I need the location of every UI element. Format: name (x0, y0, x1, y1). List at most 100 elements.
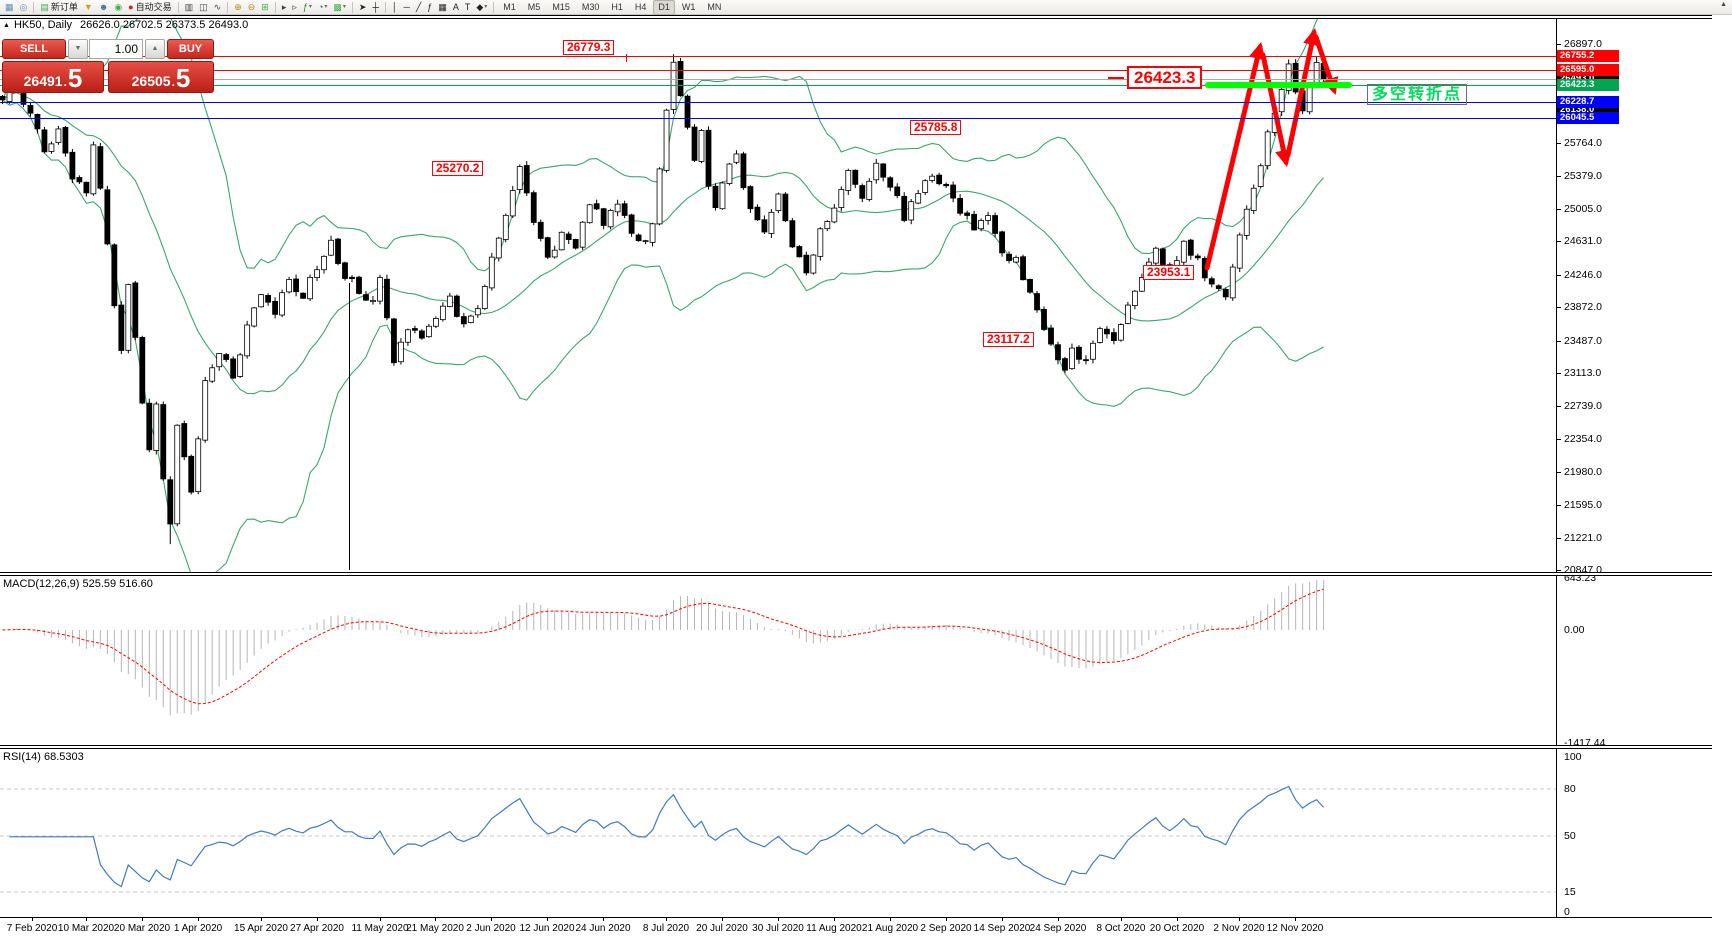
price-annotation-23953.1[interactable]: 23953.1 (1143, 265, 1195, 280)
text-tool-button[interactable]: A (450, 1, 462, 14)
date-tick[interactable] (32, 917, 33, 921)
macd-axis-label[interactable]: 643.23 (1564, 572, 1597, 584)
level-line-26228.7[interactable] (0, 102, 1556, 103)
macd-axis-label[interactable]: -1417.44 (1564, 737, 1606, 749)
buy-price-display[interactable]: 26505. 5 (108, 61, 214, 93)
price-annotation-26423.3[interactable]: 26423.3 (1127, 66, 1203, 89)
annotation-level-dash[interactable] (1108, 77, 1124, 79)
price-marker-26045.5[interactable]: 26045.5 (1557, 112, 1619, 124)
price-tick-label[interactable]: 20847.0 (1564, 564, 1602, 576)
date-tick[interactable] (86, 917, 87, 921)
date-label[interactable]: 12 Nov 2020 (1266, 923, 1324, 934)
timeframe-h1-button[interactable]: H1 (611, 1, 623, 12)
rsi-axis-label[interactable]: 50 (1564, 830, 1576, 842)
timeframe-h4-button[interactable]: H4 (634, 1, 647, 12)
price-tick-label[interactable]: 25764.0 (1564, 137, 1602, 149)
date-tick[interactable] (1121, 917, 1122, 921)
date-label[interactable]: 24 Sep 2020 (1029, 923, 1087, 934)
indicators-button[interactable]: ƒ ▾ (300, 1, 315, 14)
sell-button[interactable]: SELL (2, 39, 66, 59)
crosshair-button[interactable]: ┼ (369, 1, 381, 14)
price-tick-label[interactable]: 23487.0 (1564, 335, 1602, 347)
timeframe-mn-button[interactable]: MN (707, 1, 722, 12)
price-tick[interactable] (1556, 275, 1561, 276)
trend-arrow[interactable] (1260, 52, 1292, 167)
level-line-26423.3[interactable] (0, 85, 1556, 86)
horizontal-line-button[interactable]: ─ (400, 1, 412, 14)
date-tick[interactable] (142, 917, 143, 921)
rsi-axis-label[interactable]: 15 (1564, 886, 1576, 898)
price-marker-26595.0[interactable]: 26595.0 (1557, 64, 1619, 76)
macd-axis-label[interactable]: 0.00 (1564, 624, 1585, 636)
timeframe-m5-button[interactable]: M5 (527, 1, 541, 12)
date-label[interactable]: 11 May 2020 (351, 923, 409, 934)
date-tick[interactable] (778, 917, 779, 921)
autotrade-button[interactable]: ● 自动交易 (125, 1, 174, 14)
price-tick[interactable] (1556, 439, 1561, 440)
candlestick-chart[interactable] (0, 15, 1556, 572)
price-marker-26423.3[interactable]: 26423.3 (1557, 79, 1619, 91)
signal-button[interactable]: ◉ (111, 1, 125, 14)
macd-panel-chart[interactable] (0, 576, 1556, 745)
arrows-tool-button[interactable]: ◆ ▾ (473, 1, 490, 14)
template-button[interactable]: ▩ ▾ (330, 1, 349, 14)
price-tick[interactable] (1556, 44, 1561, 45)
buy-button[interactable]: BUY (167, 39, 214, 59)
preview-button[interactable]: ◎ (17, 1, 31, 14)
date-label[interactable]: 12 Jun 2020 (519, 923, 575, 934)
price-tick[interactable] (1556, 143, 1561, 144)
price-tick-label[interactable]: 23872.0 (1564, 301, 1602, 313)
price-tick-label[interactable]: 21980.0 (1564, 466, 1602, 478)
zoom-in-button[interactable]: ⊕ (231, 1, 245, 14)
price-tick-label[interactable]: 21595.0 (1564, 499, 1602, 511)
date-tick[interactable] (1058, 917, 1059, 921)
date-tick[interactable] (380, 917, 381, 921)
date-label[interactable]: 10 Mar 2020 (57, 923, 115, 934)
price-tick-label[interactable]: 24631.0 (1564, 235, 1602, 247)
new-order-button[interactable]: ▤ 新订单 (37, 1, 81, 14)
lot-size-input[interactable] (89, 39, 143, 59)
rsi-axis-label[interactable]: 80 (1564, 783, 1576, 795)
price-annotation-23117.2[interactable]: 23117.2 (983, 332, 1034, 347)
price-tick-label[interactable]: 25005.0 (1564, 203, 1602, 215)
chart-vertical-line-object[interactable] (349, 283, 350, 570)
price-tick[interactable] (1556, 241, 1561, 242)
price-tick-label[interactable]: 26897.0 (1564, 38, 1602, 50)
level-highlight-bar[interactable] (1205, 82, 1352, 88)
tile-windows-button[interactable]: ⊞ (258, 1, 272, 14)
trendline-button[interactable]: ╱ (413, 1, 424, 14)
grid-tool-button[interactable]: ▦ (435, 1, 450, 14)
timeframe-m15-button[interactable]: M15 (552, 1, 570, 12)
timeframe-d1-button[interactable]: D1 (653, 0, 675, 15)
date-tick[interactable] (435, 917, 436, 921)
date-tick[interactable] (1177, 917, 1178, 921)
price-tick[interactable] (1556, 538, 1561, 539)
date-tick[interactable] (1002, 917, 1003, 921)
date-label[interactable]: 8 Oct 2020 (1096, 923, 1146, 934)
timeframe-w1-button[interactable]: W1 (681, 1, 696, 12)
date-label[interactable]: 20 Oct 2020 (1149, 923, 1205, 934)
candle-chart-button[interactable]: ◫ (196, 1, 211, 14)
price-tick[interactable] (1556, 176, 1561, 177)
date-label[interactable]: 21 May 2020 (406, 923, 464, 934)
level-line-26045.5[interactable] (0, 118, 1556, 119)
turning-point-note[interactable]: 多空转折点 (1367, 84, 1468, 105)
price-tick[interactable] (1556, 472, 1561, 473)
label-tool-button[interactable]: T (462, 1, 474, 14)
zoom-out-button[interactable]: ⊖ (245, 1, 259, 14)
date-label[interactable]: 2 Nov 2020 (1213, 923, 1265, 934)
sell-price-display[interactable]: 26491. 5 (2, 61, 104, 93)
price-tick[interactable] (1556, 505, 1561, 506)
price-tick[interactable] (1556, 406, 1561, 407)
price-marker-26228.7[interactable]: 26228.7 (1557, 96, 1619, 108)
lot-decrease-button[interactable]: ▼ (68, 39, 88, 59)
new-chart-button[interactable]: ▦ (2, 1, 17, 14)
price-marker-26755.2[interactable]: 26755.2 (1557, 50, 1619, 62)
date-tick[interactable] (834, 917, 835, 921)
date-tick[interactable] (547, 917, 548, 921)
rsi-axis-label[interactable]: 0 (1564, 906, 1570, 918)
vertical-line-button[interactable]: │ (389, 1, 401, 14)
date-tick[interactable] (317, 917, 318, 921)
date-label[interactable]: 8 Jul 2020 (642, 923, 690, 934)
date-label[interactable]: 27 Apr 2020 (290, 923, 344, 934)
